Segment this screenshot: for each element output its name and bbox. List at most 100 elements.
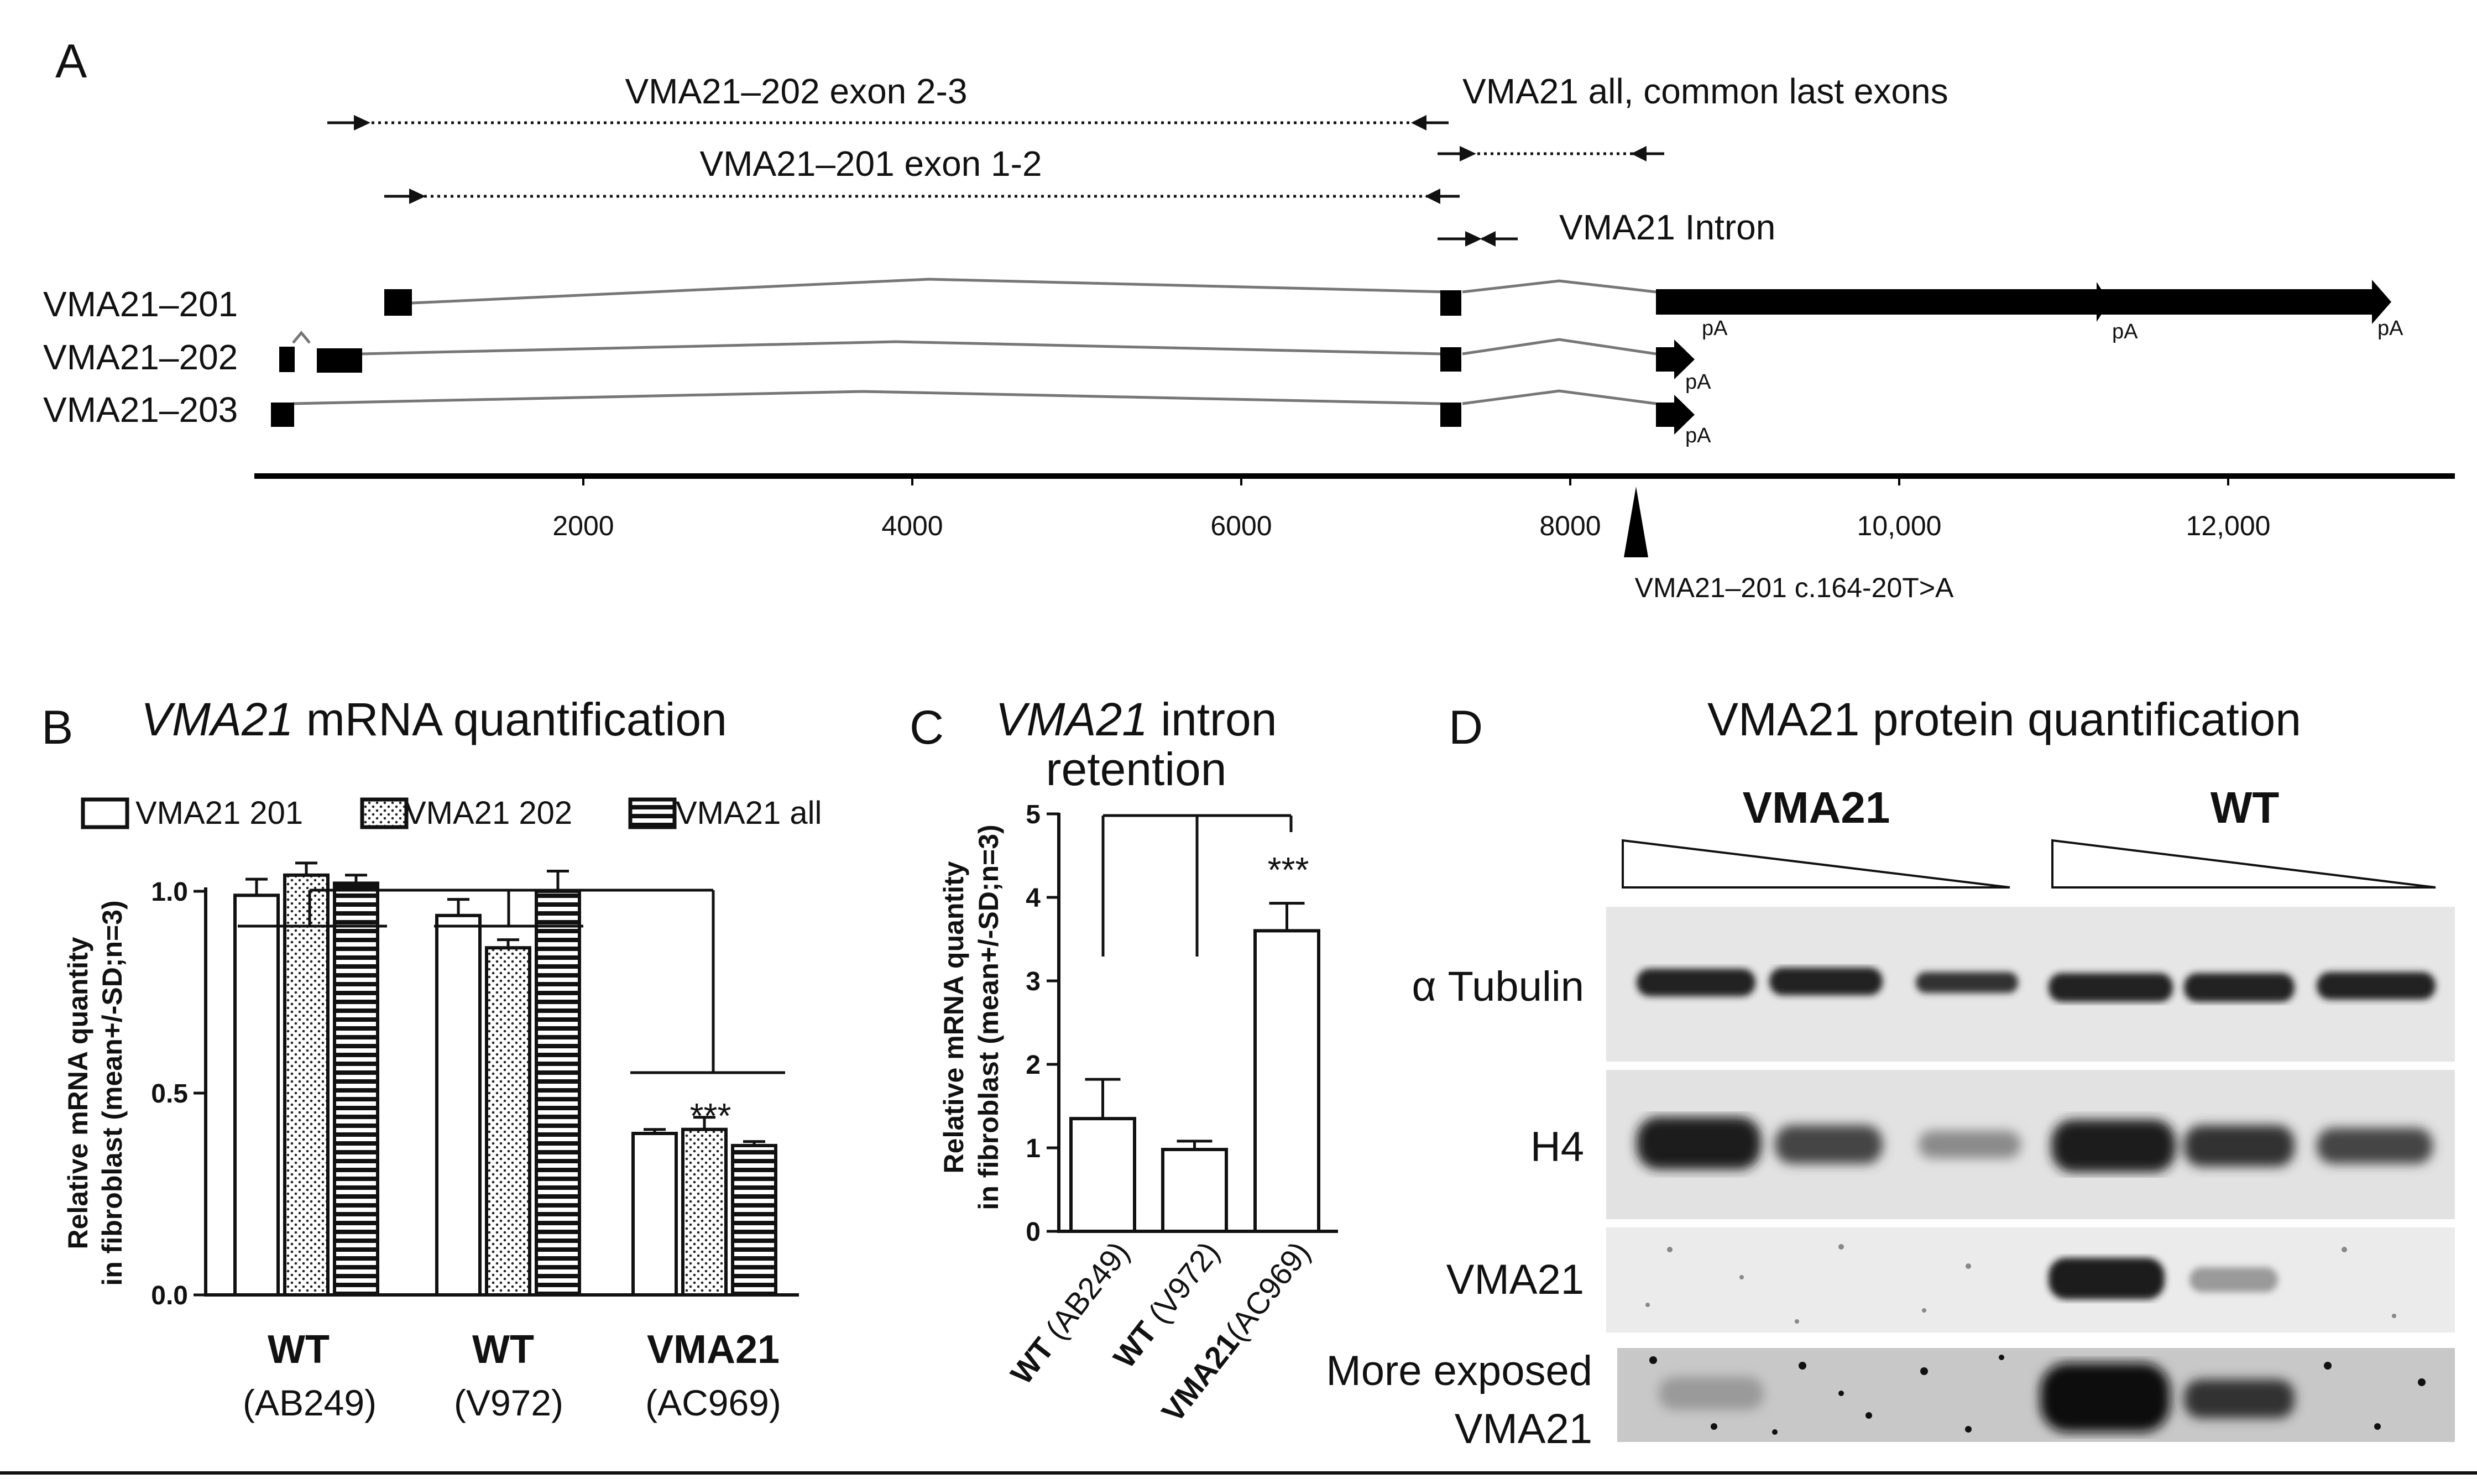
transcript-201: pA pA pA [384, 276, 2403, 343]
panel-b-significance: *** [690, 1096, 731, 1136]
panel-b-bar-vma21-all [535, 890, 581, 1297]
genomic-ticks: 2000 4000 6000 8000 10,000 12,000 [552, 476, 2270, 541]
panel-c-letter: C [910, 701, 944, 754]
panel-b-bars [233, 861, 777, 1297]
dilution-wedge-wt [2051, 839, 2436, 889]
blot-label-vma21: VMA21 [1446, 1256, 1584, 1303]
panel-d-group-wt: WT [2211, 783, 2280, 832]
panel-c-ytick-label: 4 [1026, 884, 1041, 913]
panel-b-group-2-sub: (V972) [454, 1382, 563, 1423]
genomic-tick-label: 4000 [881, 510, 943, 541]
legend-label-all: VMA21 all [676, 795, 822, 831]
panel-c-bars [1069, 902, 1320, 1234]
panel-b-ylabel-1: Relative mRNA quantity [62, 937, 93, 1249]
pa-203: pA [1685, 424, 1711, 447]
panel-b-bar-vma21-202 [485, 946, 531, 1297]
legend-swatch-202 [360, 797, 409, 829]
pa-201-1: pA [1702, 317, 1728, 340]
legend-swatch-all [628, 797, 677, 829]
blot-tubulin [1606, 907, 2455, 1062]
genomic-tick-label: 6000 [1210, 510, 1272, 541]
panel-a-letter: A [55, 35, 87, 88]
genomic-tick-label: 8000 [1539, 510, 1601, 541]
panel-b-group-1-sub: (AB249) [243, 1382, 377, 1423]
blot-label-more-2: VMA21 [1455, 1405, 1592, 1452]
transcript-202-label: VMA21–202 [43, 337, 238, 377]
panel-b-ytick-label: 1.0 [151, 877, 188, 907]
primer-201: VMA21–201 exon 1-2 [384, 144, 1460, 204]
transcript-203-label: VMA21–203 [43, 390, 238, 430]
panel-b-group-3: VMA21 [647, 1328, 780, 1372]
mutation-label: VMA21–201 c.164-20T>A [1635, 572, 1954, 603]
blot-vma21-more [1617, 1348, 2455, 1442]
legend-label-201: VMA21 201 [135, 795, 303, 831]
panel-c-ytick-label: 5 [1026, 800, 1041, 829]
panel-b-yticks: 0.0 0.5 1.0 [151, 877, 206, 1310]
panel-c-ylabel-1: Relative mRNA quantity [938, 861, 969, 1173]
panel-c-ytick-label: 3 [1026, 967, 1041, 996]
transcript-202: pA [279, 331, 1711, 394]
panel-c-bracket [1101, 814, 1293, 957]
panel-c-significance: *** [1268, 850, 1309, 890]
panel-c-bar [1069, 1117, 1136, 1234]
panel-c: C VMA21 intron retention Relative mRNA q… [910, 693, 1338, 1429]
transcript-203: pA [271, 389, 1711, 447]
blot-label-h4: H4 [1530, 1124, 1584, 1171]
panel-c-yticks: 0 1 2 3 4 5 [1026, 800, 1059, 1247]
panel-c-bar [1161, 1148, 1228, 1234]
panel-b-ytick-label: 0.0 [151, 1281, 188, 1310]
panel-b-group-2: WT [472, 1328, 534, 1372]
primer-201-label: VMA21–201 exon 1-2 [699, 144, 1042, 184]
panel-b-title: VMA21 mRNA quantification [141, 693, 727, 745]
genomic-tick-label: 2000 [552, 510, 614, 541]
panel-b-bracket [238, 889, 785, 1074]
panel-a: A VMA21–202 exon 2-3 VMA21–201 exon 1-2 [43, 35, 2455, 603]
panel-b-ytick-label: 0.5 [151, 1079, 188, 1109]
panel-c-bar [1253, 929, 1320, 1233]
panel-b-bar-vma21-201 [631, 1132, 678, 1297]
pa-201-2: pA [2112, 320, 2138, 343]
primer-all: VMA21 all, common last exons [1438, 71, 1948, 161]
panel-b-legend: VMA21 201 VMA21 202 VMA21 all [81, 795, 822, 831]
genomic-tick-label: 10,000 [1857, 510, 1942, 541]
legend-swatch-201 [81, 797, 129, 829]
panel-c-xlabel-1: WT (AB249) [1004, 1235, 1136, 1391]
panel-b-bar-vma21-all [731, 1143, 777, 1297]
panel-b-bar-vma21-201 [435, 913, 482, 1297]
panel-d-group-vma21: VMA21 [1743, 783, 1890, 832]
mutation-marker [1624, 487, 1648, 557]
panel-d: D VMA21 protein quantification VMA21 WT … [1326, 693, 2455, 1452]
primer-202: VMA21–202 exon 2-3 [327, 71, 1449, 130]
panel-b-bar-vma21-202 [283, 873, 330, 1297]
legend-label-202: VMA21 202 [405, 795, 572, 831]
panel-c-ylabel-2: in fibroblast (mean+/-SD;n=3) [973, 824, 1004, 1210]
panel-c-title-1: VMA21 intron [996, 693, 1277, 745]
panel-d-letter: D [1449, 701, 1483, 754]
panel-b-bar-vma21-202 [681, 1127, 728, 1297]
panel-b-bar-vma21-201 [233, 893, 280, 1297]
panel-b-letter: B [41, 701, 73, 754]
blot-vma21 [1606, 1227, 2455, 1333]
primer-202-label: VMA21–202 exon 2-3 [625, 71, 967, 111]
panel-c-ytick-label: 2 [1026, 1051, 1041, 1080]
primer-intron-label: VMA21 Intron [1559, 207, 1775, 247]
panel-b-group-3-sub: (AC969) [645, 1382, 781, 1423]
genomic-tick-label: 12,000 [2186, 510, 2271, 541]
pa-202: pA [1685, 370, 1711, 394]
blot-h4 [1606, 1070, 2455, 1219]
panel-d-title: VMA21 protein quantification [1707, 693, 2301, 745]
panel-c-ytick-label: 1 [1026, 1134, 1041, 1163]
panel-c-ytick-label: 0 [1026, 1217, 1041, 1247]
primer-intron: VMA21 Intron [1438, 207, 1775, 247]
blot-label-tubulin: α Tubulin [1412, 963, 1585, 1010]
panel-b: B VMA21 mRNA quantification VMA21 201 VM… [41, 693, 822, 1423]
dilution-wedge-vma21 [1622, 839, 2010, 889]
pa-201-3: pA [2377, 317, 2403, 340]
primer-all-label: VMA21 all, common last exons [1462, 71, 1948, 111]
panel-c-title-2: retention [1046, 743, 1227, 795]
panel-b-bar-vma21-all [333, 881, 379, 1297]
panel-b-group-1: WT [268, 1328, 330, 1372]
blot-label-more-1: More exposed [1326, 1347, 1592, 1394]
panel-b-ylabel-2: in fibroblast (mean+/-SD;n=3) [97, 900, 128, 1286]
